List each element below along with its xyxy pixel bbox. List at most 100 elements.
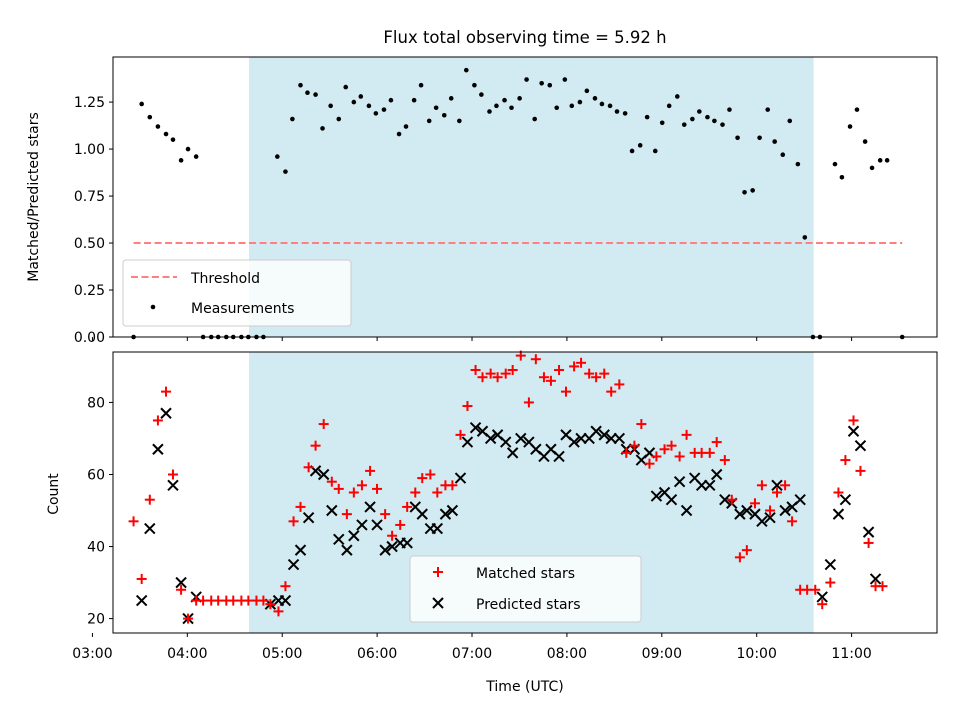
predicted-stars-point (605, 432, 617, 445)
ratio-y-tick-label: 1.00 (74, 142, 105, 158)
measurement-point (418, 82, 424, 88)
measurement-point (457, 118, 462, 124)
matched-stars-point (258, 595, 269, 606)
matched-stars-point (183, 613, 194, 624)
measurement-point (666, 103, 672, 109)
measurement-point (463, 67, 469, 73)
count-x-tick-label: 10:00 (737, 646, 777, 662)
ratio-panel: 0.00 0.25 0.50 0.75 1.00 1.25 Matched/Predict… (26, 56, 938, 346)
measurement-point (795, 161, 801, 167)
measurement-point (509, 105, 514, 111)
count-y-axis: 20 40 60 80 (87, 395, 113, 628)
predicted-stars-point (711, 468, 723, 481)
predicted-stars-point (371, 519, 383, 531)
predicted-stars-point (454, 472, 467, 484)
matched-stars-point (417, 473, 428, 484)
matched-stars-point (455, 429, 466, 440)
matched-stars-point (771, 487, 782, 498)
measurement-point (441, 112, 447, 118)
predicted-stars-point (401, 537, 413, 549)
matched-stars-point (326, 476, 337, 487)
measurement-point (554, 105, 560, 111)
matched-stars-point (877, 581, 888, 592)
measurement-point (185, 146, 191, 152)
matched-stars-point (152, 415, 163, 426)
ratio-y-tick-label: 0.00 (74, 330, 105, 346)
matched-stars-point (167, 469, 178, 480)
predicted-stars-point (515, 432, 527, 445)
measurement-point (502, 97, 507, 103)
measurement-point (652, 148, 658, 154)
count-legend-box (409, 555, 642, 623)
matched-stars-point (863, 537, 874, 548)
measurement-point (727, 107, 732, 112)
measurement-point (884, 158, 890, 163)
predicted-stars-point (135, 594, 148, 607)
predicted-stars-point (333, 533, 345, 546)
measurement-point (659, 120, 665, 126)
measurement-point (178, 158, 184, 163)
measurement-point (403, 124, 409, 129)
matched-stars-point (387, 530, 398, 541)
measurement-point (780, 152, 786, 158)
ratio-y-tick-label: 0.25 (74, 283, 105, 299)
matched-stars-point (719, 455, 730, 466)
matched-stars-point (288, 516, 299, 527)
matched-stars-point (614, 379, 625, 390)
measurement-point (787, 118, 793, 124)
predicted-stars-point (734, 508, 746, 520)
matched-stars-point (591, 372, 602, 383)
predicted-stars-point (839, 493, 852, 506)
matched-stars-point (477, 372, 488, 383)
predicted-stars-point (500, 436, 512, 448)
measurement-point (862, 139, 868, 144)
predicted-stars-point (869, 573, 882, 585)
matched-stars-point (644, 458, 655, 469)
measurement-point (869, 165, 875, 171)
matched-stars-point (741, 545, 752, 556)
count-x-tick-label: 04:00 (167, 646, 207, 662)
predicted-stars-point (590, 425, 602, 437)
matched-stars-point (176, 584, 187, 595)
legend-measurements-label: Measurements (191, 301, 294, 317)
measurement-point (832, 161, 838, 167)
legend-predicted-swatch (432, 597, 444, 609)
matched-stars-point (817, 599, 828, 610)
measurement-point (750, 188, 755, 193)
predicted-stars-point (287, 558, 300, 571)
measurement-point (343, 84, 349, 90)
predicted-stars-point (598, 429, 610, 441)
measurement-point (644, 114, 650, 120)
matched-stars-point (681, 429, 692, 440)
predicted-stars-point (650, 490, 663, 502)
measurement-point (697, 109, 702, 114)
measurement-point (366, 103, 372, 109)
measurement-point (577, 99, 583, 105)
predicted-stars-point (302, 512, 315, 524)
ratio-x-axis (91, 337, 853, 341)
matched-stars-point (674, 451, 685, 462)
predicted-stars-point (824, 558, 837, 571)
measurement-point (388, 97, 394, 103)
matched-stars-point (538, 372, 549, 383)
count-y-tick-label: 20 (87, 612, 105, 628)
measurement-point (487, 109, 492, 114)
measurement-point (877, 158, 883, 163)
matched-stars-point (629, 440, 640, 451)
matched-stars-point (492, 372, 503, 383)
predicted-stars-point (461, 436, 474, 448)
measurement-point (426, 118, 432, 124)
matched-stars-point (410, 487, 421, 498)
ratio-y-axis-label: Matched/Predicted stars (26, 112, 42, 282)
measurement-point (290, 116, 295, 122)
matched-stars-point (659, 444, 670, 455)
measurement-point (320, 126, 325, 131)
measurements-layer (131, 67, 905, 340)
predicted-stars-point (568, 436, 580, 448)
measurement-point (155, 124, 161, 129)
measurement-point (328, 103, 333, 109)
measurement-point (720, 122, 725, 127)
matched-stars-point (365, 465, 376, 476)
legend-predicted-label: Predicted stars (476, 597, 581, 613)
measurement-point (705, 114, 710, 120)
